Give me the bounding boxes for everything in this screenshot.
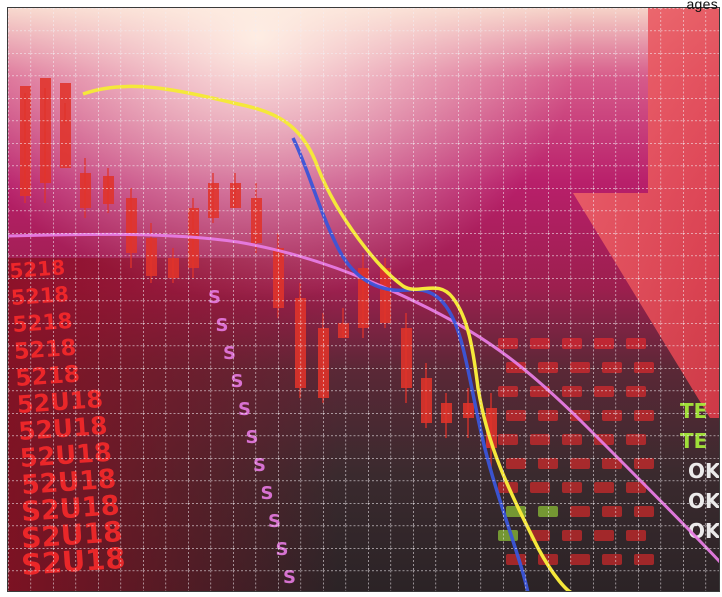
image-credit: ages xyxy=(686,0,718,12)
photo-frame: 5218521852185218521852U1852U1852U1852U18… xyxy=(7,7,720,592)
grid-overlay xyxy=(8,8,719,591)
stock-crash-photo: 5218521852185218521852U1852U1852U1852U18… xyxy=(8,8,719,591)
